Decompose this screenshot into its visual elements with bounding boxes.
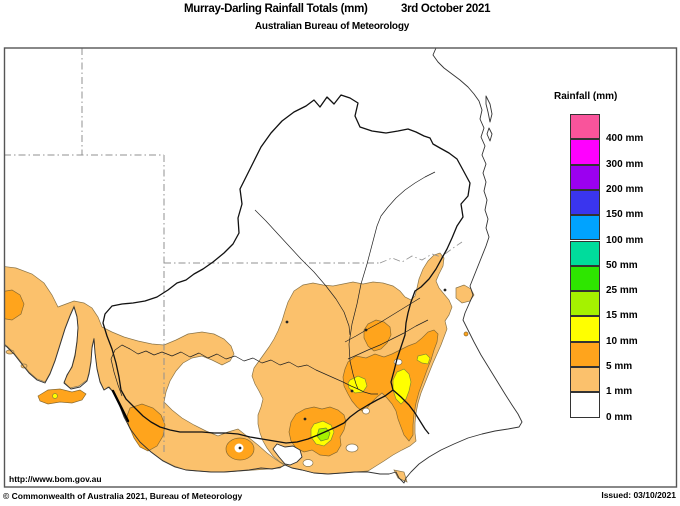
- legend-swatch: [570, 291, 600, 317]
- legend-swatch: [570, 316, 600, 342]
- legend-label: 400 mm: [606, 133, 644, 145]
- darling-river: [348, 171, 436, 390]
- coastline: [4, 48, 523, 484]
- coorong-coast: [111, 389, 130, 423]
- legend-label: 300 mm: [606, 158, 644, 170]
- legend-swatch: [570, 367, 600, 393]
- legend-label: 0 mm: [606, 411, 633, 423]
- legend-swatch: [570, 114, 600, 140]
- page-title: Murray-Darling Rainfall Totals (mm): [184, 3, 368, 15]
- lachlan-river: [344, 297, 421, 343]
- state-borders: [4, 48, 463, 452]
- town-dots: [238, 288, 447, 450]
- issued-date-text: Issued: 03/10/2021: [601, 490, 676, 500]
- legend-title: Rainfall (mm): [554, 91, 618, 102]
- legend-swatch: [570, 240, 600, 266]
- legend-swatch: [570, 189, 600, 216]
- rivers: [110, 171, 436, 397]
- legend-label: 50 mm: [606, 259, 638, 271]
- legend-label: 1 mm: [606, 386, 633, 398]
- legend-label: 10 mm: [606, 335, 638, 347]
- murray-river: [110, 344, 378, 397]
- legend-label: 150 mm: [606, 209, 644, 221]
- page-subtitle: Australian Bureau of Meteorology: [254, 21, 410, 32]
- legend-label: 5 mm: [606, 361, 633, 372]
- bom-url-text: http://www.bom.gov.au: [9, 474, 102, 484]
- legend-swatch: [570, 341, 600, 367]
- header: Murray-Darling Rainfall Totals (mm) 3rd …: [0, 3, 680, 19]
- legend-swatch: [570, 265, 600, 292]
- page-title-date: 3rd October 2021: [401, 3, 491, 15]
- legend-swatch: [570, 139, 600, 165]
- murrumbidgee-river: [347, 319, 429, 360]
- legend-label: 15 mm: [606, 310, 638, 322]
- copyright-text: © Commonwealth of Australia 2021, Bureau…: [3, 491, 243, 501]
- legend-swatch: [570, 164, 600, 190]
- legend-label: 200 mm: [606, 183, 644, 195]
- map-frame: [3, 47, 678, 488]
- rain-region-5mm: [4, 289, 469, 461]
- port-phillip-bay: [272, 443, 303, 466]
- legend-label: 100 mm: [606, 234, 644, 246]
- legend-swatch: [570, 392, 600, 418]
- legend-label: 25 mm: [606, 285, 638, 297]
- legend-swatch: [570, 215, 600, 241]
- basin-outline: [102, 94, 471, 444]
